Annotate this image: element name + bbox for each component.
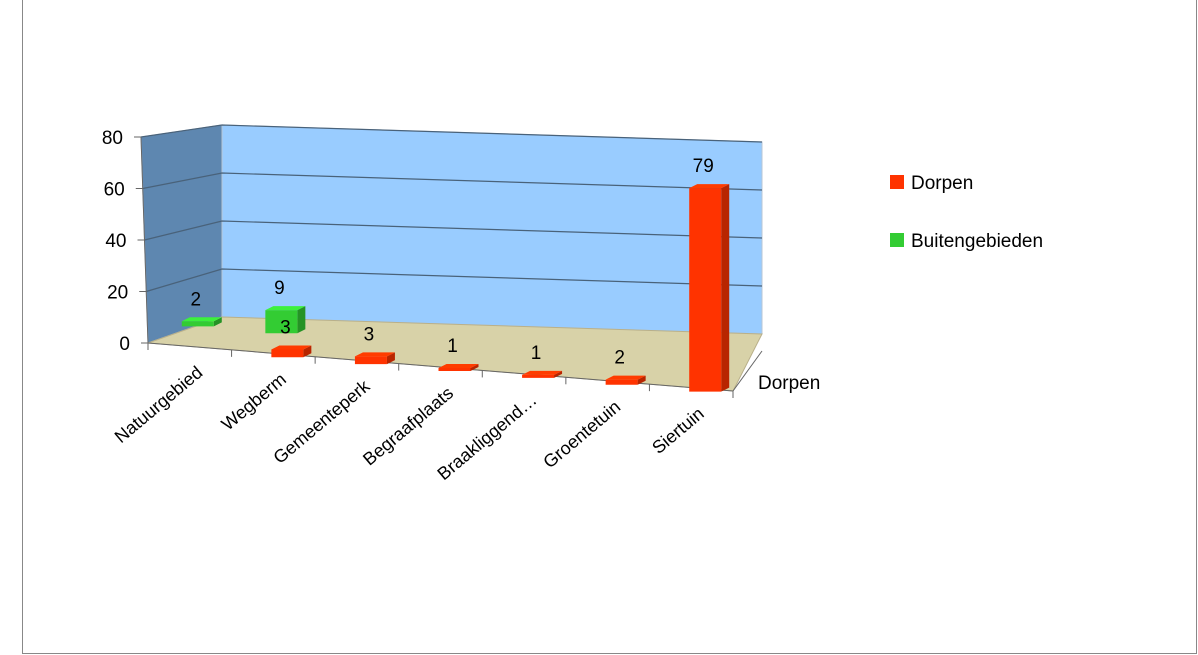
gridline	[146, 268, 763, 293]
x-category-label: Begraafplaats	[359, 383, 457, 470]
bar-top	[354, 352, 395, 357]
bar-front	[438, 368, 471, 371]
bar-side	[386, 352, 395, 365]
legend-label: Dorpen	[911, 173, 973, 194]
bar-dorpen-gemeenteperk	[354, 352, 395, 365]
legend-swatch	[890, 233, 904, 247]
y-tick-label: 20	[107, 283, 128, 304]
bar-dorpen-braakliggend…	[522, 370, 563, 378]
y-tick-label: 0	[119, 334, 130, 355]
bar-front	[689, 188, 722, 392]
bar-dorpen-wegberm	[271, 345, 312, 358]
legend-swatch	[890, 175, 904, 189]
bar-buitengebieden-wegberm	[265, 306, 306, 334]
x-category-label: Natuurgebied	[111, 362, 207, 447]
y-axis-line	[140, 136, 149, 344]
y-tick-label: 80	[102, 128, 123, 149]
chart-frame: 0 20 40 60 80 Natuurgebied Wegberm Gemeenteperk…	[22, 0, 1197, 654]
bar-side	[554, 370, 563, 378]
bar-front	[181, 321, 214, 327]
y-tick-label: 60	[104, 180, 125, 201]
x-category-label: Siertuin	[648, 403, 708, 458]
bar-side	[213, 317, 222, 327]
bar-side	[303, 345, 312, 358]
bar-side	[637, 375, 646, 385]
bar-dorpen-groentetuin	[605, 375, 646, 385]
bar-top	[689, 184, 730, 189]
legend-label: Buitengebieden	[911, 231, 1043, 252]
x-category-label: Wegberm	[218, 369, 290, 434]
bar-buitengebieden-natuurgebied	[181, 317, 222, 327]
y-tick-label: 40	[105, 231, 126, 252]
data-label: 79	[693, 156, 714, 177]
data-label: 3	[280, 318, 291, 339]
side-wall	[140, 124, 223, 344]
bar-side	[297, 306, 306, 334]
data-label: 1	[447, 336, 458, 357]
data-label: 9	[274, 278, 285, 299]
bar-front	[605, 379, 638, 385]
bar-dorpen-siertuin	[689, 184, 730, 392]
data-label: 2	[614, 348, 625, 369]
bar-front	[265, 310, 298, 334]
bar-front	[522, 374, 555, 378]
gridline	[142, 172, 763, 191]
gridline	[140, 124, 763, 143]
bar-top	[438, 364, 479, 368]
bar-front	[271, 349, 304, 358]
depth-axis-label: Dorpen	[758, 373, 820, 394]
gridline	[144, 220, 763, 241]
bar-front	[354, 356, 387, 365]
bar-top	[265, 306, 306, 311]
bar-top	[605, 375, 646, 380]
x-category-label: Groentetuin	[539, 396, 624, 472]
bar-side	[470, 364, 479, 371]
depth-axis-line	[732, 350, 763, 392]
data-label: 1	[531, 343, 542, 364]
bar-side	[721, 184, 730, 392]
bar-top	[271, 345, 312, 350]
bar-top	[522, 370, 563, 375]
data-label: 3	[364, 324, 375, 345]
bar-dorpen-begraafplaats	[438, 364, 479, 371]
data-label: 2	[190, 289, 201, 310]
bar-top	[181, 317, 222, 322]
